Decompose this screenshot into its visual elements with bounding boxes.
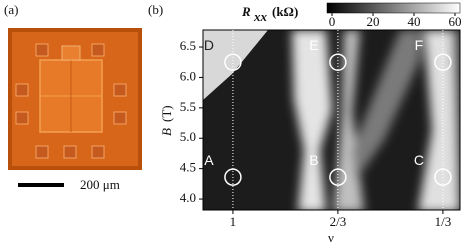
region-label: B: [309, 152, 318, 168]
y-tick-label: 6.5: [180, 38, 196, 53]
colorbar-title: R: [241, 4, 251, 19]
colorbar-tick-label: 0: [329, 14, 336, 29]
y-tick-label: 5.0: [180, 129, 196, 144]
resistance-map: [203, 30, 460, 210]
marker-circle: [224, 53, 242, 71]
x-tick-label: 2/3: [330, 214, 347, 229]
micrograph: [8, 28, 142, 170]
marker-circle: [434, 53, 452, 71]
panel-label: (b): [148, 2, 163, 17]
panel-label: (a): [4, 2, 18, 17]
y-tick-label: 4.5: [180, 160, 196, 175]
x-axis-label: ν: [328, 230, 334, 245]
marker-circle: [224, 168, 242, 186]
region-label: C: [414, 152, 424, 168]
x-tick-label: 1/3: [435, 214, 452, 229]
colorbar-tick-label: 40: [408, 14, 421, 29]
marker-circle: [329, 168, 347, 186]
colorbar: [326, 2, 461, 14]
colorbar-tick-label: 60: [449, 14, 462, 29]
plot-frame: [202, 29, 461, 211]
region-label: F: [415, 37, 424, 53]
colorbar-unit: (kΩ): [272, 4, 298, 19]
y-tick-label: 4.0: [180, 190, 196, 205]
region-label: A: [204, 152, 214, 168]
y-tick-label: 6.0: [180, 68, 196, 83]
colorbar-tick-label: 20: [367, 14, 380, 29]
marker-circle: [329, 53, 347, 71]
y-axis-unit: (T): [159, 105, 174, 122]
scale-bar-label: 200 μm: [80, 177, 120, 192]
region-label: E: [309, 37, 318, 53]
y-tick-label: 5.5: [180, 99, 196, 114]
region-label: D: [204, 37, 214, 53]
y-axis-label: B: [159, 128, 174, 136]
colorbar-title-sub: xx: [253, 9, 268, 24]
x-tick-label: 1: [230, 214, 237, 229]
marker-circle: [434, 168, 452, 186]
